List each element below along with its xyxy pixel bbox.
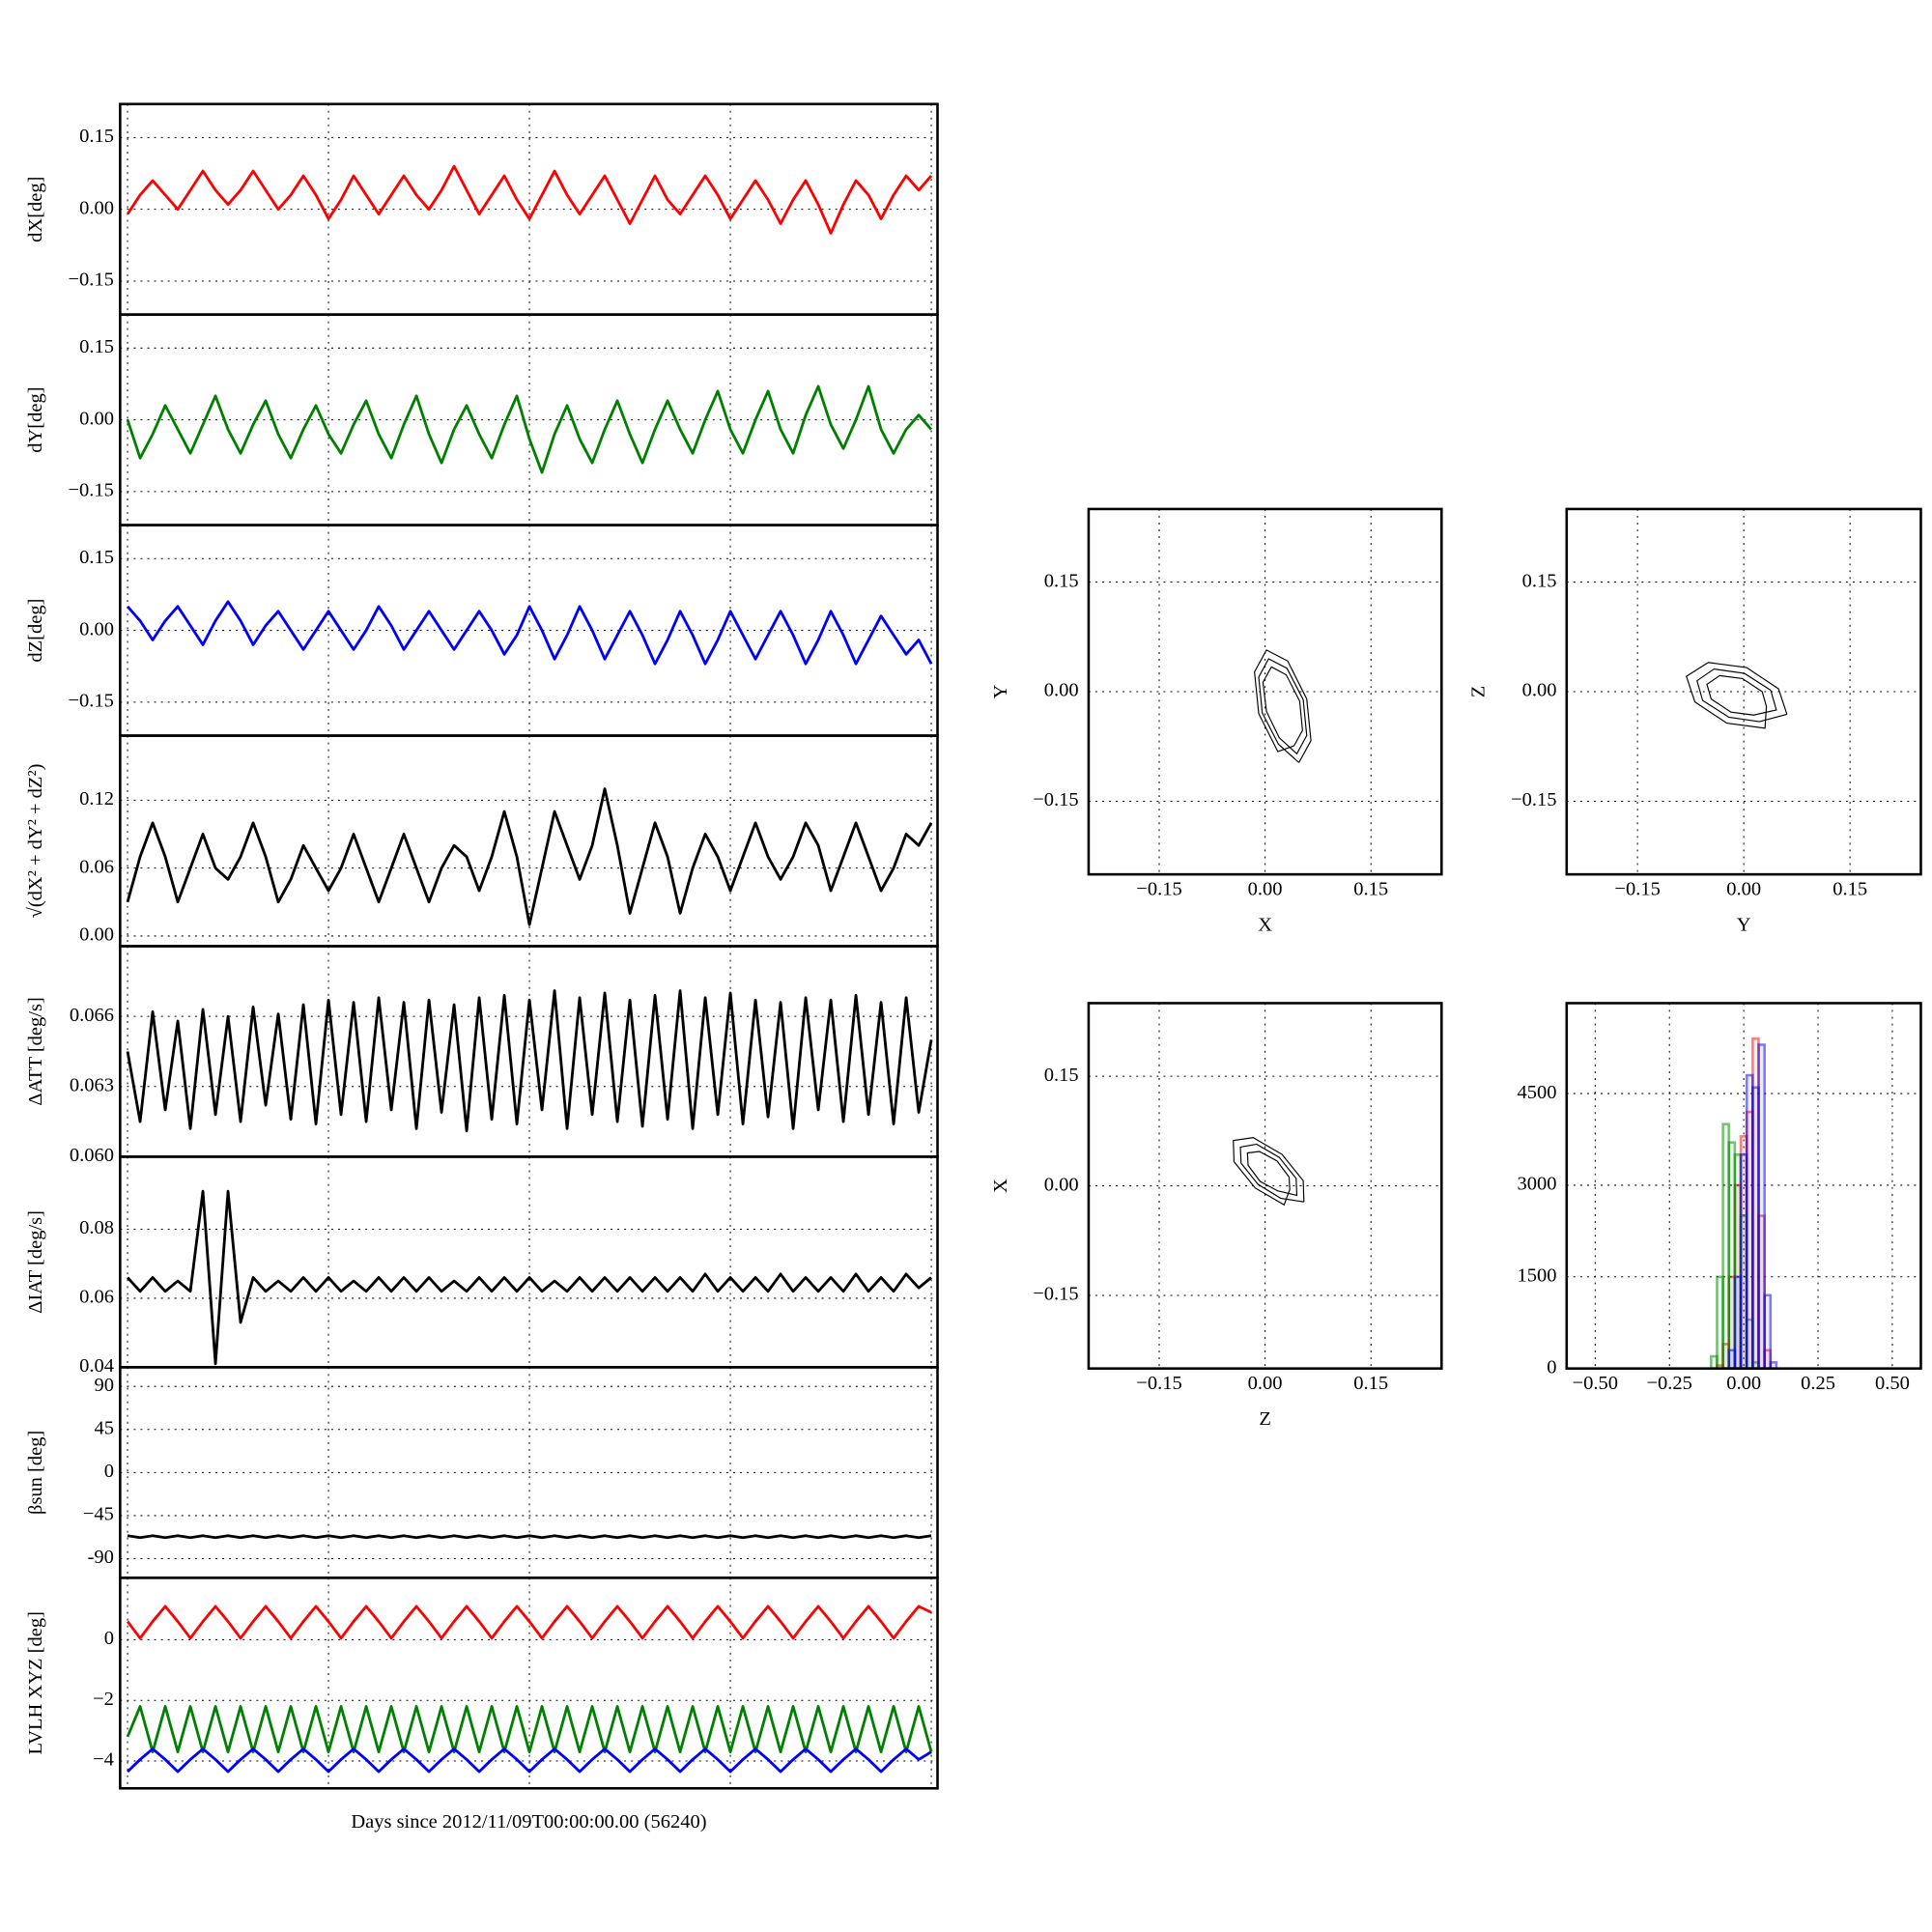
y-tick-label: −0.15 [69,691,114,712]
x-axis-label: Y [1737,915,1751,936]
trajectory-line [1254,649,1312,763]
y-tick-label: 1500 [1518,1265,1557,1287]
x-tick-label: 0.15 [1833,878,1867,899]
trajectory-line [1233,1137,1305,1207]
y-tick-label: 0.04 [79,1355,114,1377]
y-tick-label: 0.15 [79,547,114,568]
y-tick-label: 0.060 [70,1145,114,1166]
y-tick-label: 0.00 [79,618,114,639]
y-tick-label: 0.066 [70,1005,114,1026]
plot-frame [1087,507,1443,876]
y-axis-label: X [990,1179,1011,1193]
panel-frame [119,1577,939,1790]
y-axis-label: dY[deg] [25,386,46,452]
x-tick-label: 0.15 [1353,1373,1388,1394]
y-axis-label: Y [990,684,1011,698]
y-tick-label: 90 [94,1375,114,1396]
y-tick-label: 0.12 [79,788,114,810]
x-tick-label: −0.15 [1136,878,1181,899]
y-axis-label: ΔATT [deg/s] [25,997,46,1105]
line-series [126,600,933,666]
y-tick-label: −0.15 [1511,789,1556,810]
x-tick-label: −0.15 [1614,878,1660,899]
y-tick-label: 0.063 [70,1074,114,1095]
y-tick-label: 0 [1547,1356,1556,1378]
x-tick-label: 0.15 [1353,878,1388,899]
y-tick-label: 0.00 [79,408,114,429]
x-tick-label: 0.00 [1248,878,1283,899]
line-series [126,164,933,235]
y-tick-label: 0.00 [1522,680,1557,701]
x-tick-label: 0.00 [1726,878,1761,899]
y-tick-label: 45 [94,1417,114,1438]
y-tick-label: −0.15 [1033,1284,1078,1305]
y-tick-label: 3000 [1518,1174,1557,1195]
x-axis-label: X [1258,915,1272,936]
line-series [126,787,933,926]
line-series [126,384,933,474]
line-series [127,1534,932,1540]
x-tick-label: 0.00 [1248,1373,1283,1394]
y-axis-label: ΔIAT [deg/s] [25,1210,46,1314]
y-axis-label: LVLH XYZ [deg] [25,1611,46,1754]
y-tick-label: 0.15 [1044,1065,1079,1086]
line-series [127,1747,932,1774]
x-tick-label: 0.50 [1875,1373,1910,1394]
x-tick-label: −0.50 [1573,1373,1618,1394]
y-axis-label: βsun [deg] [25,1431,46,1515]
y-axis-label: Z [1468,686,1490,698]
line-series [126,1705,933,1754]
y-tick-label: 4500 [1518,1082,1557,1103]
line-series [126,989,933,1133]
y-tick-label: −0.15 [1033,789,1078,810]
y-tick-label: 0.15 [1044,570,1079,591]
trajectory-line [1686,662,1788,729]
line-series [127,1189,932,1366]
y-tick-label: 0.15 [79,126,114,147]
panel-frame [119,945,939,1158]
y-tick-label: 0 [104,1461,114,1482]
y-tick-label: −0.15 [69,270,114,291]
panel-frame [119,1155,939,1369]
y-tick-label: 0.00 [79,924,114,946]
y-tick-label: −0.15 [69,480,114,501]
plot-frame [1087,1002,1443,1370]
x-axis-label: Days since 2012/11/09T00:00:00.00 (56240… [351,1811,706,1833]
y-tick-label: 0 [104,1628,114,1649]
plot-frame [1565,1002,1922,1370]
y-tick-label: −45 [83,1504,114,1525]
y-tick-label: 0.08 [79,1217,114,1238]
y-axis-label: dZ[deg] [25,599,46,663]
plot-frame [1565,507,1922,876]
y-axis-label: dX[deg] [25,177,46,242]
x-axis-label: Z [1259,1408,1271,1430]
y-tick-label: 0.06 [79,1287,114,1308]
x-tick-label: 0.00 [1726,1373,1761,1394]
y-tick-label: 0.15 [1522,570,1557,591]
y-tick-label: 0.06 [79,856,114,877]
y-tick-label: 0.00 [1044,1174,1079,1195]
x-tick-label: −0.25 [1647,1373,1692,1394]
y-tick-label: 0.00 [79,197,114,218]
y-tick-label: -90 [88,1547,114,1568]
y-tick-label: 0.00 [1044,680,1079,701]
y-axis-label: √(dX² + dY² + dZ²) [25,764,46,919]
x-tick-label: −0.15 [1136,1373,1181,1394]
y-tick-label: −2 [93,1689,114,1710]
y-tick-label: −4 [93,1749,114,1771]
x-tick-label: 0.25 [1801,1373,1835,1394]
line-series [126,1605,932,1640]
y-tick-label: 0.15 [79,336,114,357]
histogram-bar [1763,1293,1773,1370]
